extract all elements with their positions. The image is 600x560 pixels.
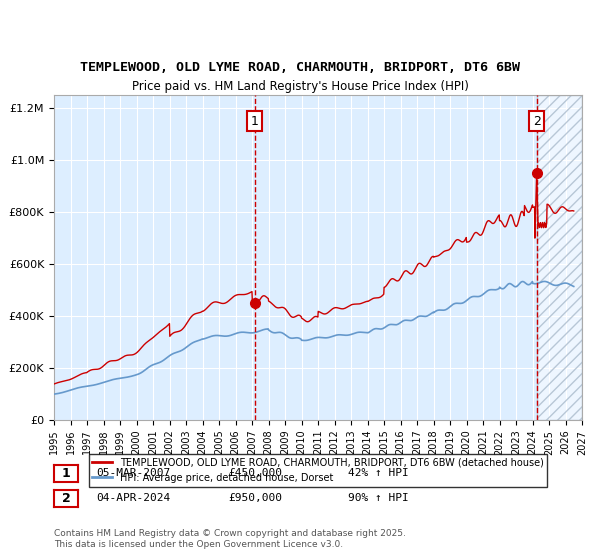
Text: £450,000: £450,000 <box>228 468 282 478</box>
Text: 05-MAR-2007: 05-MAR-2007 <box>96 468 170 478</box>
Text: TEMPLEWOOD, OLD LYME ROAD, CHARMOUTH, BRIDPORT, DT6 6BW: TEMPLEWOOD, OLD LYME ROAD, CHARMOUTH, BR… <box>80 60 520 74</box>
Text: 1: 1 <box>251 115 259 128</box>
Bar <box>536 95 582 420</box>
Bar <box>536 95 582 420</box>
Legend: TEMPLEWOOD, OLD LYME ROAD, CHARMOUTH, BRIDPORT, DT6 6BW (detached house), HPI: A: TEMPLEWOOD, OLD LYME ROAD, CHARMOUTH, BR… <box>89 454 547 487</box>
Text: 1: 1 <box>62 466 70 480</box>
Text: 90% ↑ HPI: 90% ↑ HPI <box>348 493 409 503</box>
Text: 2: 2 <box>62 492 70 505</box>
Text: Contains HM Land Registry data © Crown copyright and database right 2025.
This d: Contains HM Land Registry data © Crown c… <box>54 529 406 549</box>
Text: £950,000: £950,000 <box>228 493 282 503</box>
Text: 2: 2 <box>533 115 541 128</box>
Text: 42% ↑ HPI: 42% ↑ HPI <box>348 468 409 478</box>
Text: Price paid vs. HM Land Registry's House Price Index (HPI): Price paid vs. HM Land Registry's House … <box>131 80 469 94</box>
Text: 04-APR-2024: 04-APR-2024 <box>96 493 170 503</box>
